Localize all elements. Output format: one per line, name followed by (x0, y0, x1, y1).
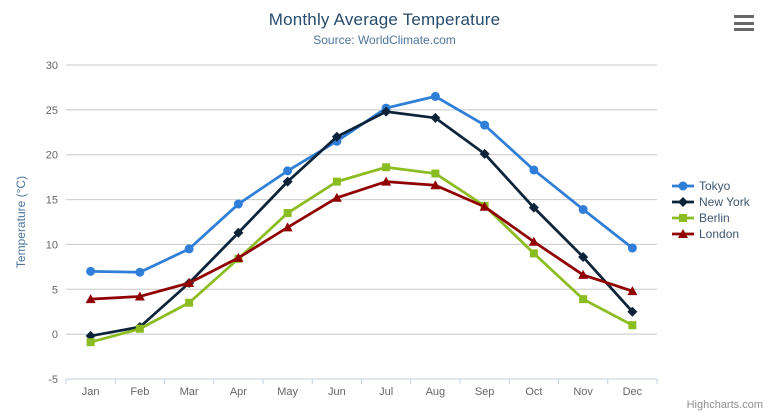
data-point-tokyo-sep[interactable] (480, 120, 490, 130)
x-axis-tick-label: Sep (475, 386, 495, 398)
y-axis-tick-label: 20 (46, 150, 58, 162)
hamburger-bar (734, 28, 754, 31)
x-axis-tick-label: Jun (328, 386, 346, 398)
data-point-tokyo-may[interactable] (283, 166, 293, 176)
series-line-london (89, 180, 634, 301)
data-point-london-dec[interactable] (627, 286, 638, 296)
data-point-berlin-oct[interactable] (529, 249, 538, 258)
y-axis-tick-label: 5 (52, 284, 58, 296)
triangle-marker-icon (672, 229, 694, 238)
legend-item-berlin[interactable]: Berlin (672, 210, 750, 226)
highcharts-credit-link[interactable]: Highcharts.com (686, 399, 763, 411)
y-axis-tick-label: 30 (46, 60, 58, 72)
data-point-berlin-aug[interactable] (431, 169, 440, 178)
data-point-new-york-aug[interactable] (430, 112, 441, 123)
data-point-new-york-jul[interactable] (381, 106, 392, 117)
square-marker-icon (672, 214, 694, 222)
circle-marker-icon (672, 181, 694, 191)
x-axis-tick-label: Feb (130, 386, 149, 398)
data-point-london-mar[interactable] (184, 278, 195, 288)
x-axis-tick-label: Jan (82, 386, 100, 398)
hamburger-bar (734, 15, 754, 18)
data-point-berlin-jul[interactable] (382, 163, 391, 172)
y-axis-title: Temperature (°C) (14, 176, 28, 268)
data-point-london-oct[interactable] (528, 236, 539, 246)
data-point-new-york-jun[interactable] (331, 131, 342, 142)
legend-label: Berlin (699, 211, 730, 225)
y-axis-tick-label: 25 (46, 105, 58, 117)
x-axis-tick-label: Aug (426, 386, 446, 398)
data-point-tokyo-dec[interactable] (627, 243, 637, 253)
legend: Tokyo New York Berlin London (672, 178, 750, 242)
legend-item-london[interactable]: London (672, 226, 750, 242)
data-point-new-york-dec[interactable] (627, 306, 638, 317)
x-axis-tick-label: Oct (525, 386, 542, 398)
data-point-tokyo-nov[interactable] (578, 204, 588, 214)
data-point-tokyo-oct[interactable] (529, 165, 539, 175)
x-axis-tick-label: Dec (623, 386, 643, 398)
x-axis-tick-label: Apr (230, 386, 247, 398)
data-point-tokyo-feb[interactable] (135, 267, 145, 277)
x-axis-tick-label: Nov (573, 386, 593, 398)
legend-label: Tokyo (699, 179, 731, 193)
data-point-london-may[interactable] (282, 222, 293, 232)
x-axis-tick-label: May (277, 386, 298, 398)
data-point-london-jun[interactable] (331, 192, 342, 202)
diamond-marker-icon (672, 197, 694, 207)
data-point-berlin-feb[interactable] (135, 324, 144, 333)
data-point-new-york-sep[interactable] (479, 148, 490, 159)
data-point-tokyo-aug[interactable] (430, 91, 440, 101)
data-point-london-nov[interactable] (578, 269, 589, 279)
data-point-berlin-may[interactable] (283, 209, 292, 218)
x-axis-tick-label: Mar (180, 386, 199, 398)
y-axis-tick-label: 0 (52, 329, 58, 341)
data-point-london-feb[interactable] (134, 291, 145, 301)
hamburger-bar (734, 21, 754, 25)
hamburger-icon[interactable] (734, 14, 754, 32)
data-point-berlin-dec[interactable] (628, 321, 637, 330)
data-point-tokyo-jan[interactable] (86, 266, 96, 276)
y-axis-tick-label: 10 (46, 239, 58, 251)
data-point-london-aug[interactable] (430, 180, 441, 190)
data-point-berlin-jun[interactable] (332, 177, 341, 186)
data-point-berlin-nov[interactable] (579, 295, 588, 304)
data-point-new-york-may[interactable] (282, 176, 293, 187)
series-line-new-york (89, 110, 634, 338)
data-point-berlin-mar[interactable] (185, 298, 194, 307)
series-line-berlin (89, 165, 634, 344)
data-point-london-apr[interactable] (233, 252, 244, 262)
y-axis-tick-label: -5 (48, 374, 58, 386)
data-point-berlin-jan[interactable] (86, 338, 95, 347)
data-point-london-jul[interactable] (381, 176, 392, 186)
y-axis-tick-label: 15 (46, 195, 58, 207)
legend-label: New York (699, 195, 750, 209)
data-point-new-york-oct[interactable] (528, 202, 539, 213)
chart-subtitle: Source: WorldClimate.com (313, 33, 456, 47)
legend-item-tokyo[interactable]: Tokyo (672, 178, 750, 194)
x-axis-tick-label: Jul (379, 386, 393, 398)
chart-title: Monthly Average Temperature (268, 10, 501, 29)
data-point-tokyo-mar[interactable] (184, 244, 194, 254)
data-point-london-jan[interactable] (85, 294, 96, 304)
data-point-london-sep[interactable] (479, 201, 490, 211)
legend-label: London (699, 227, 740, 241)
data-point-new-york-apr[interactable] (233, 227, 244, 238)
data-point-new-york-nov[interactable] (578, 251, 589, 262)
data-point-tokyo-apr[interactable] (233, 199, 243, 209)
legend-item-new-york[interactable]: New York (672, 194, 750, 210)
